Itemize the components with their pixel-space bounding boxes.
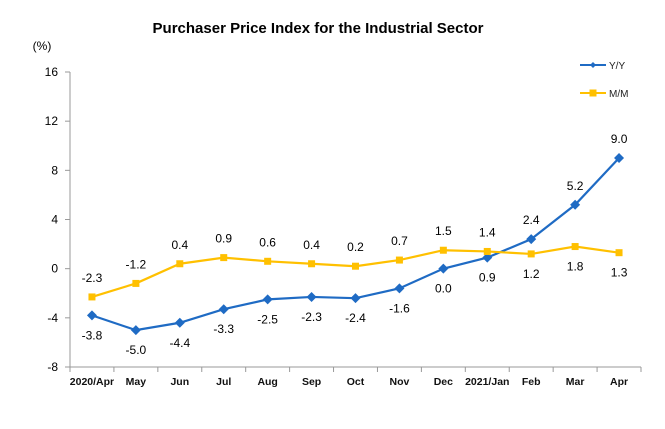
data-point xyxy=(352,262,359,270)
data-point xyxy=(482,252,493,263)
data-point xyxy=(130,325,141,336)
x-tick-label: Oct xyxy=(347,376,365,388)
data-label: -2.4 xyxy=(345,311,366,325)
x-tick-label: Jun xyxy=(170,376,189,388)
y-axis-label: (%) xyxy=(33,39,52,53)
data-label: 2.4 xyxy=(523,213,540,227)
data-point xyxy=(218,304,229,315)
data-label: 0.4 xyxy=(171,238,188,252)
data-point xyxy=(438,263,449,274)
legend-label: Y/Y xyxy=(609,61,625,72)
data-label: -5.0 xyxy=(126,343,147,357)
x-tick-label: 2020/Apr xyxy=(70,376,114,388)
y-tick-label: 16 xyxy=(45,65,59,79)
data-label: -2.3 xyxy=(82,271,103,285)
data-point xyxy=(220,254,228,262)
data-label: 0.2 xyxy=(347,240,364,254)
data-point xyxy=(132,279,140,287)
data-point xyxy=(571,243,579,251)
data-label: -4.4 xyxy=(169,336,190,350)
y-tick-label: -8 xyxy=(47,360,58,374)
data-point xyxy=(174,317,185,328)
x-tick-label: Dec xyxy=(434,376,453,388)
data-point xyxy=(394,283,405,294)
data-point xyxy=(615,249,623,257)
data-label: 0.9 xyxy=(215,232,232,246)
data-point xyxy=(306,291,317,302)
data-label: 1.5 xyxy=(435,224,452,238)
data-label: 0.0 xyxy=(435,282,452,296)
data-point xyxy=(614,153,625,164)
x-tick-label: Feb xyxy=(522,376,541,388)
data-label: 0.4 xyxy=(303,238,320,252)
legend-marker xyxy=(589,89,597,97)
data-label: 1.8 xyxy=(567,260,584,274)
y-tick-label: 8 xyxy=(51,163,58,177)
data-label: -2.3 xyxy=(301,310,322,324)
data-point xyxy=(527,250,535,258)
data-point xyxy=(350,293,361,304)
data-point xyxy=(395,256,403,264)
data-label: -2.5 xyxy=(257,312,278,326)
data-point xyxy=(262,294,273,305)
data-point xyxy=(86,310,97,321)
data-point xyxy=(308,260,316,268)
chart-title: Purchaser Price Index for the Industrial… xyxy=(153,20,484,37)
x-tick-label: 2021/Jan xyxy=(465,376,509,388)
data-point xyxy=(526,234,537,245)
x-tick-label: Aug xyxy=(257,376,277,388)
data-label: 9.0 xyxy=(611,132,628,146)
x-tick-label: Jul xyxy=(216,376,231,388)
data-label: 1.4 xyxy=(479,225,496,239)
data-label: -3.8 xyxy=(82,328,103,342)
x-tick-label: May xyxy=(126,376,147,388)
data-label: -1.2 xyxy=(126,257,147,271)
x-tick-label: Nov xyxy=(390,376,410,388)
y-tick-label: 0 xyxy=(51,262,58,276)
data-point xyxy=(264,257,272,265)
x-tick-label: Apr xyxy=(610,376,628,388)
legend-marker xyxy=(590,62,596,68)
data-label: 1.3 xyxy=(611,266,628,280)
y-tick-label: -4 xyxy=(47,311,58,325)
data-point xyxy=(483,247,491,255)
legend-label: M/M xyxy=(609,89,628,100)
data-label: -1.6 xyxy=(389,301,410,315)
data-label: 0.6 xyxy=(259,235,276,249)
data-label: -3.3 xyxy=(213,322,234,336)
y-tick-label: 12 xyxy=(45,114,59,128)
data-label: 1.2 xyxy=(523,267,540,281)
data-point xyxy=(439,246,447,254)
data-label: 0.7 xyxy=(391,234,408,248)
data-label: 5.2 xyxy=(567,179,584,193)
data-point xyxy=(176,260,184,268)
y-tick-label: 4 xyxy=(51,213,58,227)
x-tick-label: Mar xyxy=(566,376,585,388)
data-point xyxy=(88,293,96,301)
data-label: 0.9 xyxy=(479,271,496,285)
x-tick-label: Sep xyxy=(302,376,321,388)
data-point xyxy=(570,199,581,210)
